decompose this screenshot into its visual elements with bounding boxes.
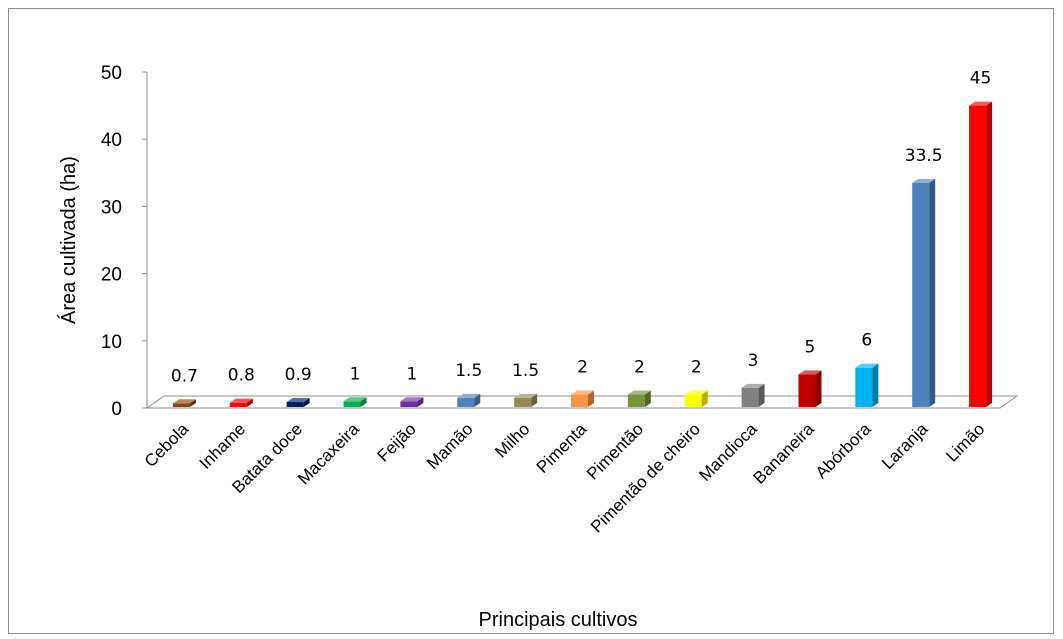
bar [229,398,253,407]
data-label: 1.5 [512,361,539,381]
category-label: Milho [491,419,533,461]
bar [798,370,822,407]
data-labels: 0.7 0.8 0.9 1 1 1.5 1.5 2 2 2 3 5 6 33.5 45 [171,69,991,387]
category-label: Pimentão de cheiro [587,419,704,536]
y-tick-label: 50 [101,63,122,84]
bar [741,383,765,407]
y-tick-label: 10 [101,332,122,353]
bar [912,178,936,407]
category-label: Macaxeira [294,419,363,488]
data-label: 0.7 [171,366,198,386]
y-tick-label: 40 [101,130,122,151]
bar [855,363,879,407]
bar [172,399,196,407]
bar [969,101,993,407]
data-label: 2 [634,358,645,378]
x-axis-title: Principais cultivos [479,609,638,631]
y-tick-label: 20 [101,265,122,286]
category-label: Feijão [374,419,420,465]
data-label: 2 [691,358,702,378]
data-label: 0.8 [228,366,255,386]
data-label: 1 [350,364,361,384]
category-label: Bananeira [750,419,819,488]
bar [400,397,424,407]
y-axis-title: Área cultivada (ha) [57,156,80,324]
data-label: 1.5 [455,361,482,381]
data-label: 33.5 [905,146,943,166]
bar [627,390,651,407]
category-label: Abórbora [812,419,875,482]
category-label: Cebola [141,419,193,471]
category-label: Pimenta [533,419,591,477]
y-tick-label: 0 [111,399,122,420]
data-label: 1 [406,364,417,384]
chart-frame [8,8,1054,634]
category-label: Inhame [196,419,250,473]
category-label: Limão [942,419,988,465]
data-label: 45 [970,69,992,89]
category-label: Laranja [878,419,932,473]
bars [172,101,993,407]
bar [571,390,594,407]
data-label: 5 [805,337,816,357]
bar [514,393,538,407]
data-label: 0.9 [285,365,312,385]
y-tick-label: 30 [101,197,122,218]
bar [286,397,310,407]
data-label: 6 [861,331,872,351]
data-label: 2 [577,358,588,378]
category-label: Mamão [423,419,477,473]
bar [343,397,367,407]
bar [457,393,481,407]
data-label: 3 [748,351,759,371]
bar [684,390,708,407]
